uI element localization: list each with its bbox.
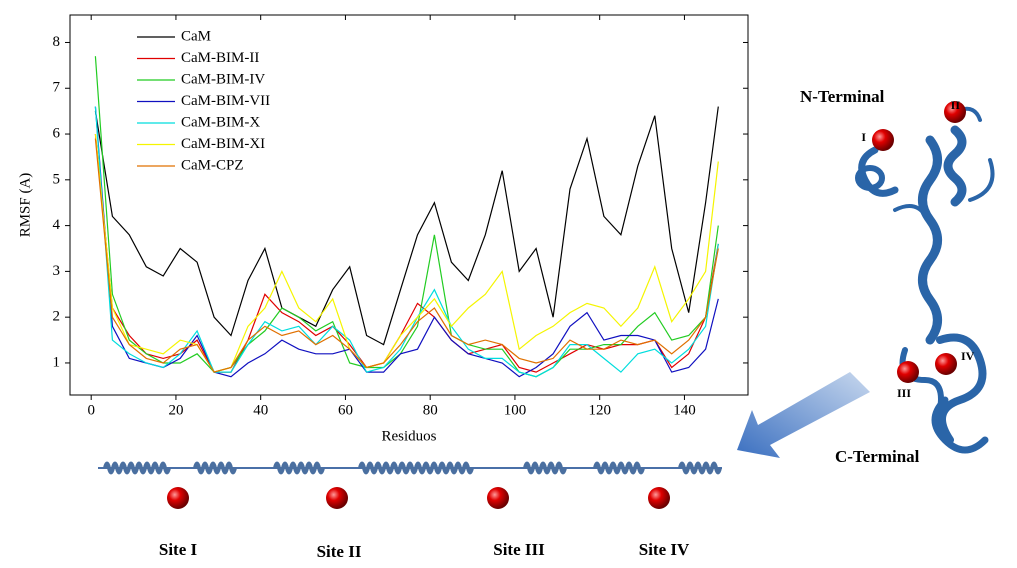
annotation: IV: [961, 349, 975, 363]
protein-cartoon: [855, 106, 995, 454]
x-tick-label: 40: [253, 402, 268, 418]
legend-label: CaM-CPZ: [181, 157, 244, 173]
helix: [103, 461, 171, 475]
x-tick-label: 0: [87, 402, 95, 418]
series-line: [94, 56, 719, 378]
site-sphere: [648, 487, 670, 509]
y-tick-label: 2: [53, 309, 61, 325]
ion-sphere: [944, 101, 966, 123]
arrow: [737, 372, 870, 458]
annotation: II: [951, 98, 961, 112]
annotation: Site IV: [639, 540, 690, 559]
annotation: III: [897, 386, 911, 400]
y-tick-label: 3: [53, 263, 61, 279]
series-line: [94, 106, 719, 346]
site-sphere: [326, 487, 348, 509]
legend-label: CaM-BIM-XI: [181, 136, 265, 152]
helix: [523, 461, 567, 475]
x-tick-label: 120: [588, 402, 611, 418]
site-sphere: [487, 487, 509, 509]
plot-frame: [69, 14, 749, 396]
y-tick-label: 1: [53, 354, 61, 370]
y-axis-label: RMSF (A): [17, 173, 33, 238]
x-tick-label: 80: [423, 402, 438, 418]
helix: [678, 461, 722, 475]
series-line: [94, 133, 719, 373]
y-tick-label: 7: [53, 80, 61, 96]
legend-label: CaM: [181, 28, 211, 44]
legend-label: CaM-BIM-II: [181, 50, 259, 66]
annotation: I: [861, 130, 866, 144]
helix: [358, 461, 474, 475]
y-tick-label: 4: [53, 217, 61, 233]
site-sphere: [167, 487, 189, 509]
legend-label: CaM-BIM-VII: [181, 93, 270, 109]
annotation: C-Terminal: [835, 447, 920, 466]
series-line: [94, 138, 719, 373]
legend-label: CaM-BIM-X: [181, 114, 260, 130]
y-tick-label: 8: [53, 34, 61, 50]
annotation: Site II: [317, 542, 362, 561]
helix: [193, 461, 237, 475]
x-tick-label: 20: [168, 402, 183, 418]
x-tick-label: 100: [504, 402, 527, 418]
x-tick-label: 60: [338, 402, 353, 418]
ion-sphere: [897, 361, 919, 383]
y-tick-label: 5: [53, 171, 61, 187]
annotation: Site III: [493, 540, 545, 559]
helix: [273, 461, 325, 475]
x-tick-label: 140: [673, 402, 696, 418]
x-axis-label: Residuos: [381, 428, 436, 444]
ion-sphere: [872, 129, 894, 151]
y-tick-label: 6: [53, 125, 61, 141]
structure-strip: [98, 461, 722, 475]
series-line: [94, 106, 719, 378]
annotation: N-Terminal: [800, 87, 885, 106]
legend-label: CaM-BIM-IV: [181, 71, 265, 87]
annotation: Site I: [159, 540, 198, 559]
ion-sphere: [935, 353, 957, 375]
helix: [593, 461, 645, 475]
